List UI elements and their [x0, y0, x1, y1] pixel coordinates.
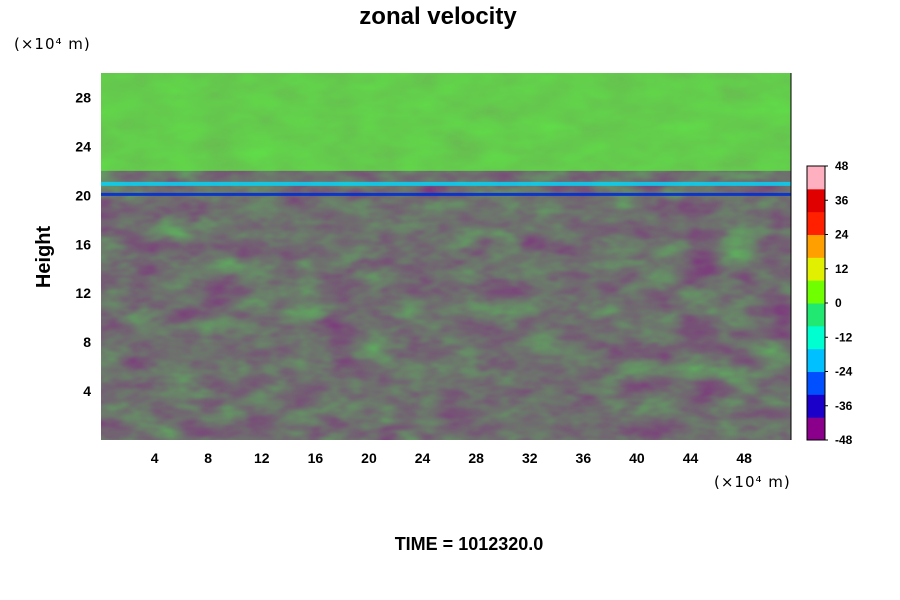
x-tick-label: 32 — [522, 450, 538, 466]
y-tick-label: 12 — [75, 285, 91, 301]
heatmap-stripe — [101, 181, 791, 186]
y-tick-label: 8 — [83, 334, 91, 350]
heatmap-stripe — [101, 192, 791, 196]
colorbar-segment — [807, 257, 825, 281]
x-tick-label: 12 — [254, 450, 270, 466]
time-label: TIME = 1012320.0 — [395, 534, 544, 554]
y-axis-label: Height — [33, 226, 55, 289]
colorbar-segment — [807, 166, 825, 190]
colorbar-segment — [807, 417, 825, 441]
chart-title: zonal velocity — [359, 3, 517, 30]
x-tick-label: 40 — [629, 450, 645, 466]
colorbar-segment — [807, 234, 825, 258]
colorbar-tick-label: -48 — [835, 433, 853, 447]
colorbar-segment — [807, 371, 825, 395]
colorbar-tick-label: 36 — [835, 193, 849, 207]
colorbar-segment — [807, 325, 825, 350]
colorbar-tick-label: 48 — [835, 159, 849, 173]
x-tick-label: 44 — [683, 450, 699, 466]
y-tick-label: 16 — [75, 236, 91, 252]
colorbar: 48 36 24 12 0 -12 -24 -36 -48 — [806, 159, 853, 447]
x-tick-label: 8 — [204, 450, 212, 466]
x-tick-label: 36 — [576, 450, 592, 466]
heatmap-field — [101, 73, 791, 440]
x-tick-label: 20 — [361, 450, 377, 466]
y-unit-label: (×10⁴ m) — [14, 35, 91, 53]
colorbar-tick-label: 24 — [835, 228, 849, 242]
y-tick-label: 4 — [83, 383, 91, 399]
colorbar-tick-label: -12 — [835, 330, 853, 344]
heatmap-plot-area — [101, 73, 791, 440]
colorbar-tick-label: 0 — [835, 296, 842, 310]
x-unit-label: (×10⁴ m) — [714, 473, 791, 491]
y-tick-label: 28 — [75, 89, 91, 105]
x-tick-label: 24 — [415, 450, 431, 466]
heatmap-upper-band — [101, 73, 791, 171]
colorbar-segment — [807, 303, 825, 327]
x-tick-label: 28 — [468, 450, 484, 466]
x-tick-label: 48 — [736, 450, 752, 466]
x-tick-label: 4 — [151, 450, 159, 466]
colorbar-segment — [807, 188, 825, 213]
colorbar-segment — [807, 348, 825, 372]
colorbar-tick-label: -24 — [835, 365, 853, 379]
y-tick-label: 24 — [75, 138, 91, 154]
colorbar-segment — [807, 211, 825, 235]
colorbar-tick-label: 12 — [835, 262, 849, 276]
colorbar-segment — [807, 394, 825, 418]
colorbar-segment — [807, 280, 825, 304]
y-tick-label: 20 — [75, 187, 91, 203]
x-tick-label: 16 — [308, 450, 324, 466]
colorbar-tick-label: -36 — [835, 399, 853, 413]
